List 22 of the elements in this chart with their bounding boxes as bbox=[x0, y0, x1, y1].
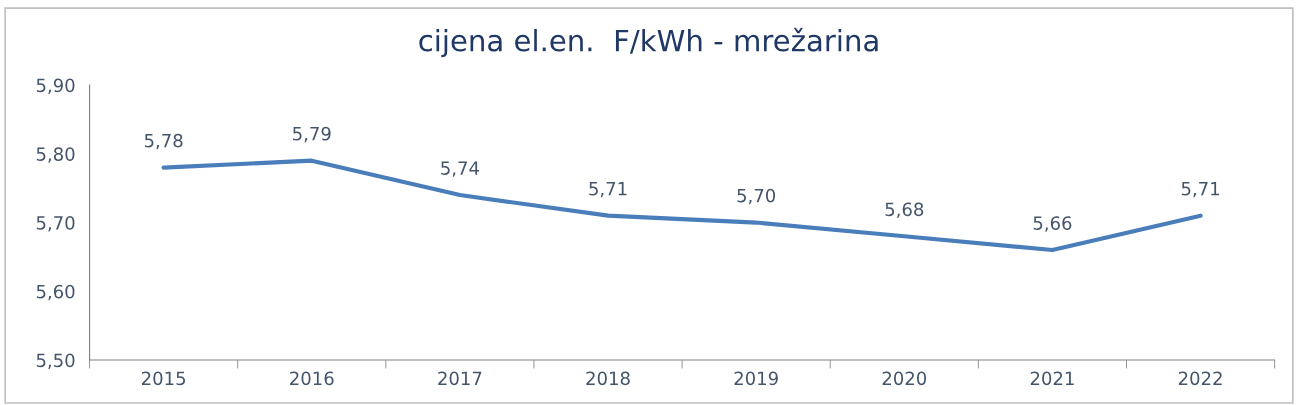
y-tick-label: 5,70 bbox=[36, 216, 75, 232]
y-tick-label: 5,60 bbox=[36, 284, 75, 301]
x-tick-label: 2018 bbox=[586, 371, 630, 386]
y-tick-label: 5,90 bbox=[36, 78, 75, 95]
y-tick-label: 5,50 bbox=[36, 353, 75, 369]
x-tick-label: 2020 bbox=[882, 371, 927, 386]
x-tick-label: 2015 bbox=[141, 371, 186, 386]
data-label: 5,78 bbox=[144, 133, 183, 150]
data-label: 5,68 bbox=[885, 202, 924, 218]
data-label: 5,71 bbox=[1181, 182, 1219, 198]
x-tick-label: 2022 bbox=[1178, 371, 1222, 386]
x-tick-label: 2016 bbox=[290, 371, 334, 386]
data-label: 5,66 bbox=[1033, 216, 1072, 232]
data-label: 5,74 bbox=[441, 161, 479, 177]
chart-title: cijena el.en. F/kWh - mrežarina bbox=[419, 27, 878, 58]
x-tick-label: 2021 bbox=[1030, 371, 1074, 386]
x-tick-label: 2019 bbox=[734, 371, 778, 386]
data-label: 5,70 bbox=[737, 188, 776, 205]
x-tick-label: 2017 bbox=[438, 371, 482, 386]
data-label: 5,71 bbox=[589, 182, 627, 198]
data-label: 5,79 bbox=[293, 126, 331, 143]
y-tick-label: 5,80 bbox=[36, 147, 75, 163]
